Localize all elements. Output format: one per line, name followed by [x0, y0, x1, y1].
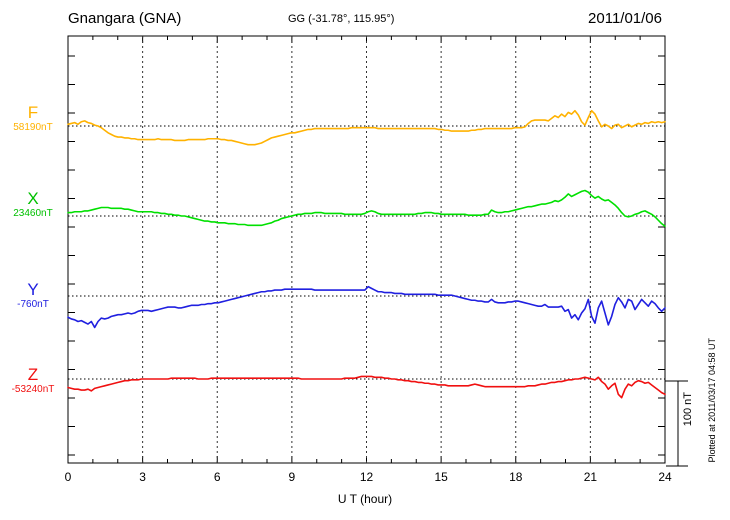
component-baseline-x: 23460nT: [13, 208, 53, 219]
component-baseline-z: -53240nT: [11, 384, 55, 395]
component-letter-x: X: [27, 189, 39, 208]
scale-bar-label: 100 nT: [682, 392, 694, 427]
component-letter-z: Z: [27, 365, 39, 384]
scale-bar: [665, 380, 688, 467]
component-letter-f: F: [27, 103, 39, 122]
component-traces: [67, 109, 666, 399]
component-baselines: [68, 125, 665, 380]
component-label-x: X 23460nT: [2, 190, 64, 220]
component-label-y: Y -760nT: [2, 281, 64, 311]
x-tick-label: 15: [434, 470, 448, 484]
x-tick-label: 6: [213, 470, 221, 484]
page-title: Gnangara (GNA): [68, 10, 182, 27]
x-tick-label: 12: [359, 470, 374, 484]
x-tick-label: 0: [64, 470, 72, 484]
x-tick-label: 24: [658, 470, 672, 484]
component-label-f: F 58190nT: [2, 104, 64, 134]
plot-frame: [67, 35, 666, 464]
component-baseline-f: 58190nT: [13, 122, 53, 133]
x-axis-title: U T (hour): [337, 492, 393, 506]
plot-timestamp: Plotted at 2011/03/17 04:58 UT: [707, 338, 717, 463]
geographic-coordinates: GG (-31.78°, 115.95°): [288, 13, 395, 25]
grid-lines: [142, 36, 591, 463]
x-tick-label: 9: [288, 470, 296, 484]
x-tick-label: 3: [139, 470, 146, 484]
x-tick-label: 18: [509, 470, 523, 484]
component-letter-y: Y: [27, 280, 39, 299]
observation-date: 2011/01/06: [588, 10, 662, 27]
x-tick-label: 21: [583, 470, 598, 484]
component-baseline-y: -760nT: [17, 299, 49, 310]
component-label-z: Z -53240nT: [2, 366, 64, 396]
